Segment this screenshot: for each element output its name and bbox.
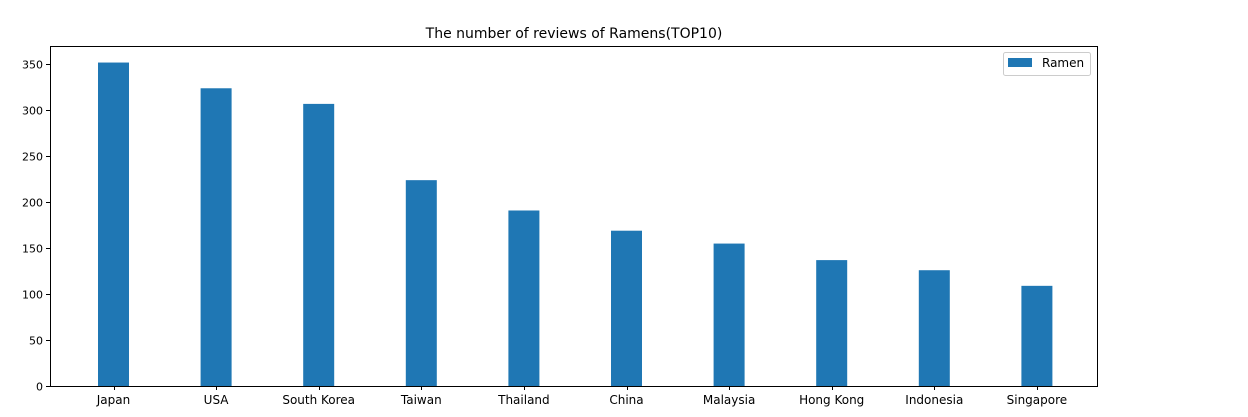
x-tick-label: Indonesia bbox=[905, 393, 963, 407]
bars bbox=[98, 62, 1053, 387]
x-axis: Japan USA South Korea Taiwan Thailand China Ma… bbox=[96, 386, 1067, 407]
x-tick-label: China bbox=[609, 393, 643, 407]
bar bbox=[816, 260, 848, 386]
bar bbox=[303, 103, 335, 386]
x-tick-label: Japan bbox=[96, 393, 130, 407]
bar bbox=[713, 243, 745, 386]
y-tick-label: 150 bbox=[22, 243, 43, 256]
legend: Ramen bbox=[1003, 52, 1091, 76]
x-tick-label: Singapore bbox=[1007, 393, 1068, 407]
x-tick-label: Taiwan bbox=[400, 393, 442, 407]
y-tick-label: 200 bbox=[22, 197, 43, 210]
legend-label: Ramen bbox=[1042, 56, 1084, 70]
y-axis: 0 50 100 150 200 250 300 350 bbox=[22, 59, 50, 394]
bar bbox=[918, 270, 950, 386]
legend-swatch bbox=[1008, 58, 1032, 67]
x-tick-label: Hong Kong bbox=[799, 393, 864, 407]
bar bbox=[611, 230, 642, 386]
x-tick-label: Thailand bbox=[497, 393, 550, 407]
x-tick-label: USA bbox=[204, 393, 230, 407]
bar bbox=[1021, 285, 1053, 386]
x-tick-label: South Korea bbox=[282, 393, 355, 407]
y-tick-label: 50 bbox=[29, 335, 43, 348]
y-tick-label: 350 bbox=[22, 59, 43, 72]
bar bbox=[508, 210, 540, 386]
y-tick-label: 250 bbox=[22, 151, 43, 164]
bar bbox=[405, 180, 437, 386]
y-tick-label: 300 bbox=[22, 105, 43, 118]
bar bbox=[98, 62, 129, 387]
x-tick-label: Malaysia bbox=[703, 393, 755, 407]
bar bbox=[200, 88, 232, 387]
y-tick-label: 0 bbox=[36, 381, 43, 394]
chart-title: The number of reviews of Ramens(TOP10) bbox=[425, 26, 723, 42]
y-tick-label: 100 bbox=[22, 289, 43, 302]
plot-frame bbox=[50, 46, 1098, 387]
